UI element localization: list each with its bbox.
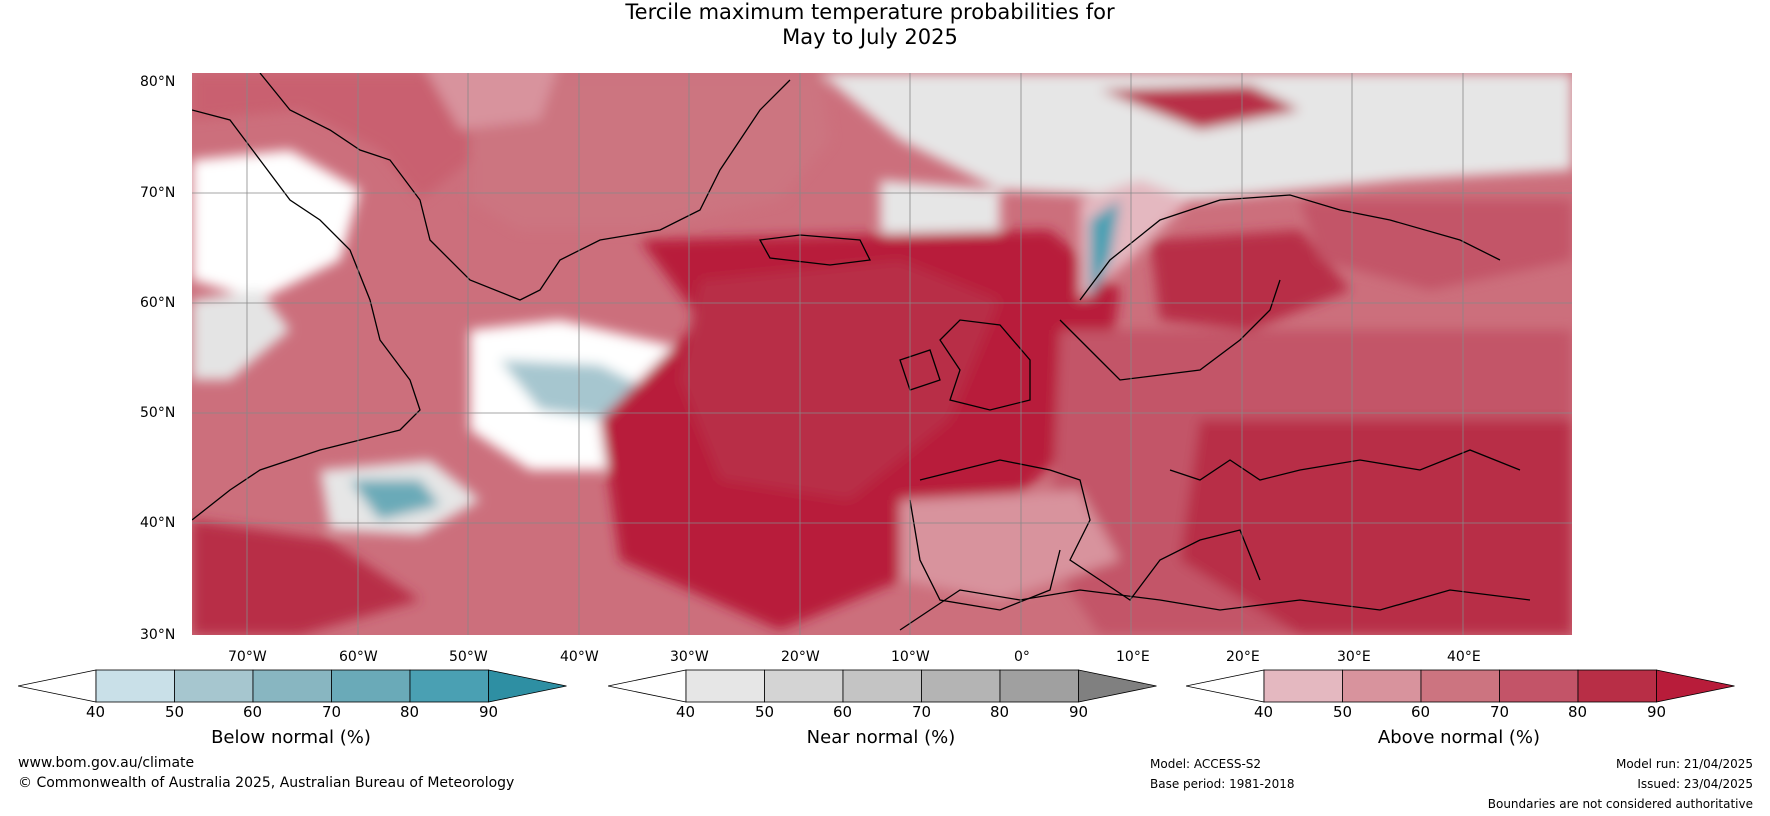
colorbar-bin bbox=[174, 669, 254, 703]
colorbar-bin bbox=[252, 669, 332, 703]
cb-tick-label: 90 bbox=[479, 703, 499, 721]
cb-tick-label: 80 bbox=[1568, 703, 1588, 721]
cb-tick-label: 40 bbox=[1254, 703, 1274, 721]
colorbar-bin bbox=[331, 669, 411, 703]
gridlines bbox=[192, 73, 1572, 635]
lon-label: 70°W bbox=[228, 649, 267, 665]
website-link[interactable]: www.bom.gov.au/climate bbox=[18, 755, 195, 771]
cb-tick-label: 60 bbox=[243, 703, 263, 721]
colorbar-extend-low bbox=[18, 669, 97, 703]
cb-tick-label: 90 bbox=[1069, 703, 1089, 721]
colorbar-bin bbox=[1499, 669, 1579, 703]
colorbar-title-above: Above normal (%) bbox=[1377, 727, 1541, 748]
colorbar-bin bbox=[764, 669, 844, 703]
lon-label: 30°E bbox=[1337, 649, 1371, 665]
colorbar-extend-high bbox=[1078, 669, 1157, 703]
cb-tick-label: 70 bbox=[1490, 703, 1510, 721]
colorbar-title-below: Below normal (%) bbox=[211, 727, 371, 748]
cb-tick-label: 50 bbox=[755, 703, 775, 721]
cb-tick-label: 70 bbox=[322, 703, 342, 721]
colorbar-above-normal bbox=[1186, 669, 1735, 703]
map-title: Tercile maximum temperature probabilitie… bbox=[0, 0, 1770, 50]
lat-label: 70°N bbox=[140, 185, 176, 201]
colorbar-bin bbox=[1577, 669, 1657, 703]
cb-tick-label: 50 bbox=[1333, 703, 1353, 721]
model-text: Model: ACCESS-S2 bbox=[1150, 757, 1262, 771]
lon-label: 60°W bbox=[339, 649, 378, 665]
cb-tick-label: 60 bbox=[1411, 703, 1431, 721]
lon-label: 40°W bbox=[560, 649, 599, 665]
map-fill bbox=[192, 73, 1572, 635]
disclaimer-text: Boundaries are not considered authoritat… bbox=[1487, 797, 1753, 811]
lon-label: 20°W bbox=[781, 649, 820, 665]
lon-label: 20°E bbox=[1226, 649, 1260, 665]
lon-label: 10°E bbox=[1116, 649, 1150, 665]
title-line-2: May to July 2025 bbox=[782, 25, 958, 49]
lat-label: 50°N bbox=[140, 405, 176, 421]
cb-tick-label: 40 bbox=[86, 703, 106, 721]
colorbar-bin bbox=[921, 669, 1001, 703]
colorbar-extend-high bbox=[1656, 669, 1735, 703]
colorbar-bin bbox=[409, 669, 489, 703]
colorbar-near-normal bbox=[608, 669, 1157, 703]
title-line-1: Tercile maximum temperature probabilitie… bbox=[625, 0, 1115, 24]
lat-label: 40°N bbox=[140, 515, 176, 531]
lon-label: 10°W bbox=[891, 649, 930, 665]
lat-label: 60°N bbox=[140, 295, 176, 311]
coastlines bbox=[192, 73, 1531, 631]
cb-tick-label: 80 bbox=[990, 703, 1010, 721]
copyright-text: © Commonwealth of Australia 2025, Austra… bbox=[18, 775, 515, 791]
cb-tick-label: 40 bbox=[676, 703, 696, 721]
lon-label: 40°E bbox=[1447, 649, 1481, 665]
colorbar-title-near: Near normal (%) bbox=[806, 727, 956, 748]
cb-tick-label: 70 bbox=[912, 703, 932, 721]
lon-label: 50°W bbox=[449, 649, 488, 665]
colorbar-bin bbox=[1342, 669, 1422, 703]
issued-text: Issued: 23/04/2025 bbox=[1637, 777, 1753, 791]
colorbar-bin bbox=[1420, 669, 1500, 703]
cb-tick-label: 80 bbox=[400, 703, 420, 721]
cb-tick-label: 90 bbox=[1647, 703, 1667, 721]
cb-tick-label: 60 bbox=[833, 703, 853, 721]
colorbar-bin bbox=[1263, 669, 1343, 703]
colorbar-bin bbox=[685, 669, 765, 703]
lat-label: 80°N bbox=[140, 74, 176, 90]
colorbar-extend-high bbox=[488, 669, 567, 703]
colorbar-bin bbox=[842, 669, 922, 703]
lon-label: 0° bbox=[1014, 649, 1030, 665]
colorbar-below-normal bbox=[18, 669, 567, 703]
lat-label: 30°N bbox=[140, 627, 176, 643]
base-period-text: Base period: 1981-2018 bbox=[1150, 777, 1295, 791]
lon-label: 30°W bbox=[670, 649, 709, 665]
colorbar-bin bbox=[95, 669, 175, 703]
colorbar-extend-low bbox=[1186, 669, 1265, 703]
colorbar-bin bbox=[999, 669, 1079, 703]
model-run-text: Model run: 21/04/2025 bbox=[1615, 757, 1753, 771]
colorbar-extend-low bbox=[608, 669, 687, 703]
cb-tick-label: 50 bbox=[165, 703, 185, 721]
